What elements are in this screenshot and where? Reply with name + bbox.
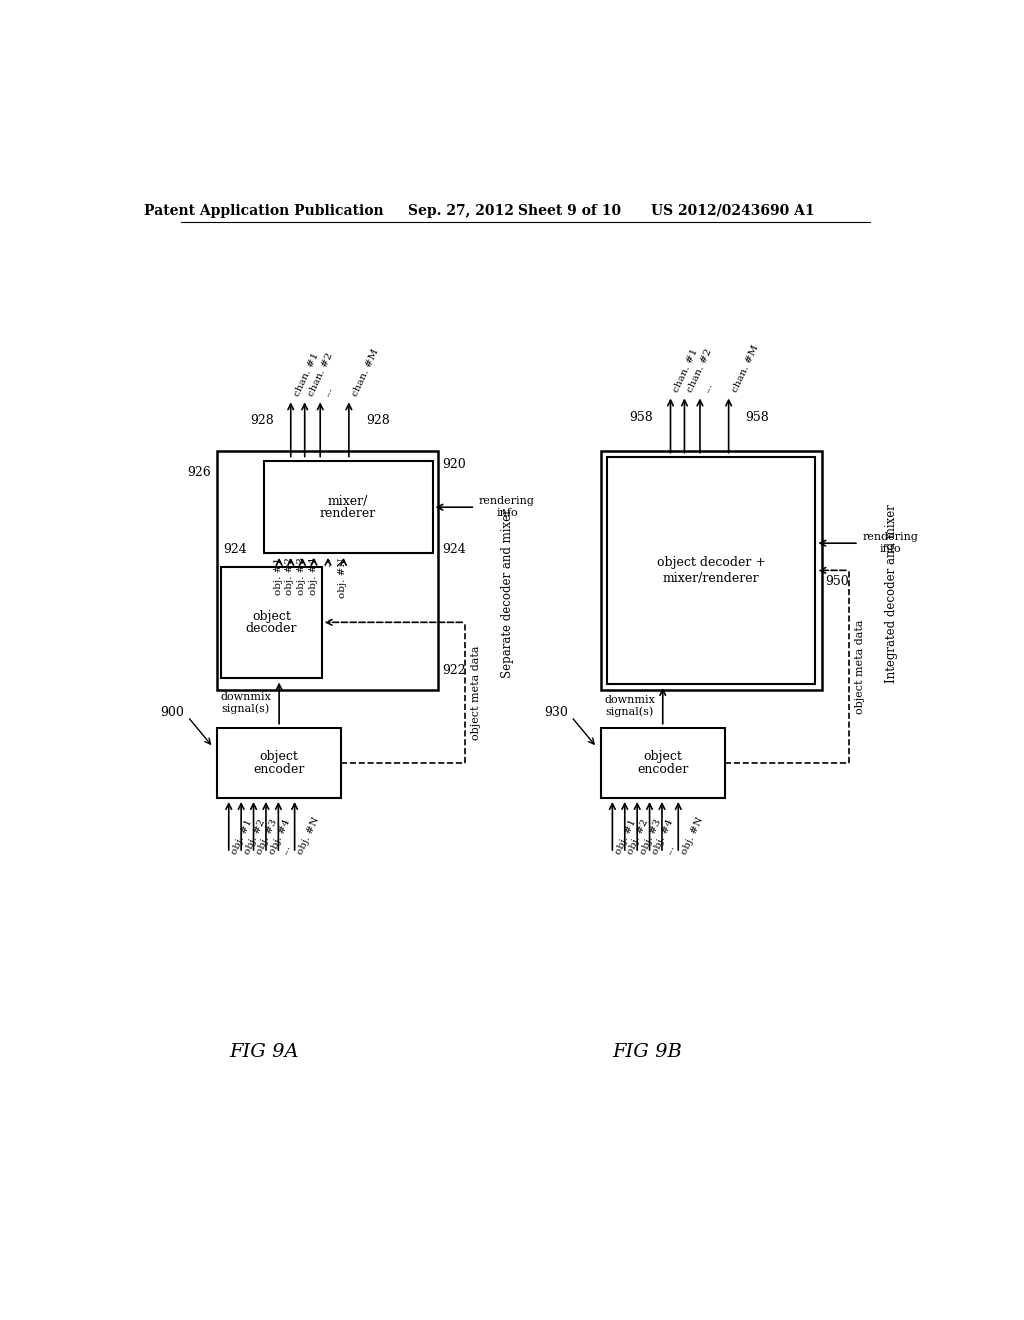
- Text: Sep. 27, 2012: Sep. 27, 2012: [409, 203, 514, 218]
- Text: chan. #M: chan. #M: [730, 343, 760, 395]
- Text: 920: 920: [442, 458, 466, 471]
- Text: 900: 900: [161, 706, 184, 719]
- Text: obj. #4: obj. #4: [651, 818, 676, 855]
- Text: FIG 9A: FIG 9A: [228, 1043, 298, 1060]
- Text: downmix
signal(s): downmix signal(s): [604, 694, 655, 717]
- Text: ...: ...: [322, 385, 334, 397]
- Text: obj. #N: obj. #N: [296, 816, 322, 855]
- Text: Integrated decoder and mixer: Integrated decoder and mixer: [885, 504, 898, 682]
- Text: obj. #N: obj. #N: [338, 557, 347, 598]
- Text: 924: 924: [442, 543, 466, 556]
- Text: 928: 928: [366, 414, 390, 428]
- Bar: [607, 457, 815, 684]
- Text: 958: 958: [745, 411, 769, 424]
- Text: renderer: renderer: [319, 507, 376, 520]
- Text: obj. #4: obj. #4: [308, 557, 317, 595]
- Text: object meta data: object meta data: [471, 645, 481, 739]
- Text: obj. #1: obj. #1: [230, 818, 255, 855]
- Text: obj. #2: obj. #2: [627, 818, 650, 855]
- Text: 926: 926: [187, 466, 211, 479]
- Bar: [601, 451, 821, 689]
- Text: obj. #2: obj. #2: [286, 557, 295, 595]
- Text: mixer/: mixer/: [328, 495, 369, 508]
- Text: decoder: decoder: [246, 622, 297, 635]
- Text: FIG 9B: FIG 9B: [612, 1043, 682, 1060]
- Bar: [217, 451, 438, 689]
- Text: chan. #M: chan. #M: [350, 347, 380, 397]
- Text: 930: 930: [545, 706, 568, 719]
- Text: ...: ...: [280, 843, 292, 855]
- Text: 928: 928: [250, 414, 273, 428]
- Text: obj. #3: obj. #3: [255, 818, 280, 855]
- Text: ...: ...: [701, 381, 714, 395]
- Text: obj. #3: obj. #3: [297, 557, 306, 595]
- Text: US 2012/0243690 A1: US 2012/0243690 A1: [650, 203, 814, 218]
- Text: encoder: encoder: [253, 763, 305, 776]
- Text: object decoder +: object decoder +: [656, 556, 766, 569]
- Text: object: object: [260, 750, 299, 763]
- Text: Patent Application Publication: Patent Application Publication: [143, 203, 383, 218]
- Text: downmix
signal(s): downmix signal(s): [220, 692, 271, 714]
- Text: chan. #1: chan. #1: [672, 347, 700, 395]
- Text: obj. #1: obj. #1: [273, 557, 283, 595]
- Text: obj. #N: obj. #N: [680, 816, 706, 855]
- Text: object: object: [643, 750, 682, 763]
- Bar: [221, 566, 322, 678]
- Bar: [263, 461, 432, 553]
- Text: obj. #3: obj. #3: [639, 818, 663, 855]
- Text: chan. #2: chan. #2: [306, 351, 335, 397]
- Text: obj. #4: obj. #4: [267, 818, 292, 855]
- Bar: [601, 729, 725, 797]
- Text: rendering
info: rendering info: [479, 496, 535, 517]
- Text: 958: 958: [630, 411, 653, 424]
- Text: obj. #2: obj. #2: [243, 818, 267, 855]
- Text: 950: 950: [825, 576, 849, 589]
- Text: ...: ...: [323, 557, 332, 568]
- Text: chan. #1: chan. #1: [292, 351, 321, 397]
- Text: rendering
info: rendering info: [862, 532, 919, 554]
- Bar: [217, 729, 341, 797]
- Text: 922: 922: [442, 664, 466, 677]
- Text: obj. #1: obj. #1: [614, 818, 638, 855]
- Text: Separate decoder and mixer: Separate decoder and mixer: [502, 508, 514, 678]
- Text: object meta data: object meta data: [855, 619, 864, 714]
- Text: ...: ...: [664, 843, 676, 855]
- Text: mixer/renderer: mixer/renderer: [663, 572, 760, 585]
- Text: encoder: encoder: [637, 763, 688, 776]
- Text: 924: 924: [223, 543, 247, 556]
- Text: chan. #2: chan. #2: [686, 347, 714, 395]
- Text: object: object: [252, 610, 291, 623]
- Text: Sheet 9 of 10: Sheet 9 of 10: [518, 203, 622, 218]
